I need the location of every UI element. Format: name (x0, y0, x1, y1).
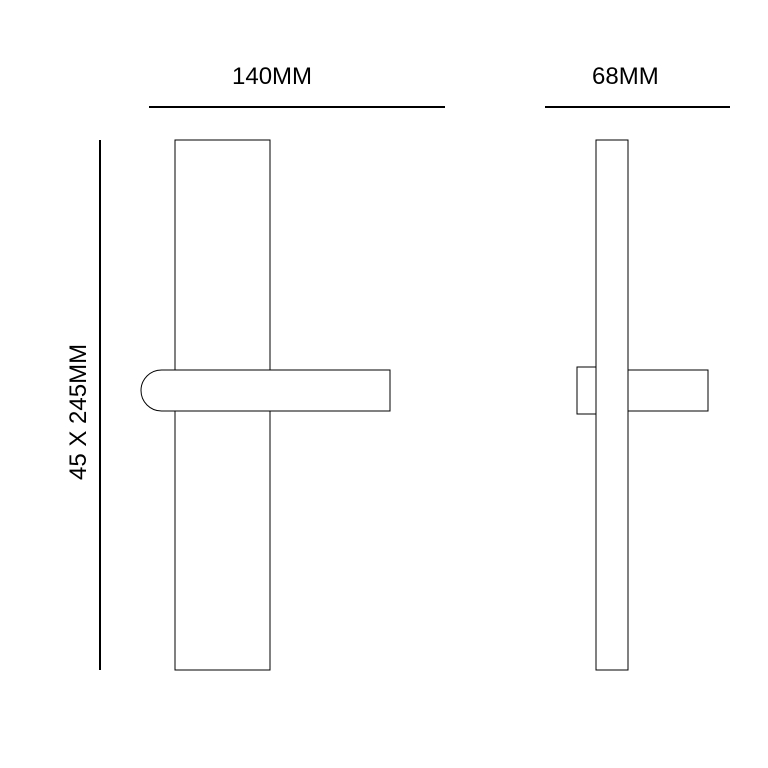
side-backplate (596, 140, 628, 670)
technical-drawing: 140MM 68MM 45 X 245MM (0, 0, 768, 768)
side-view (0, 0, 768, 768)
side-lever (628, 370, 708, 411)
side-rose (577, 367, 596, 414)
